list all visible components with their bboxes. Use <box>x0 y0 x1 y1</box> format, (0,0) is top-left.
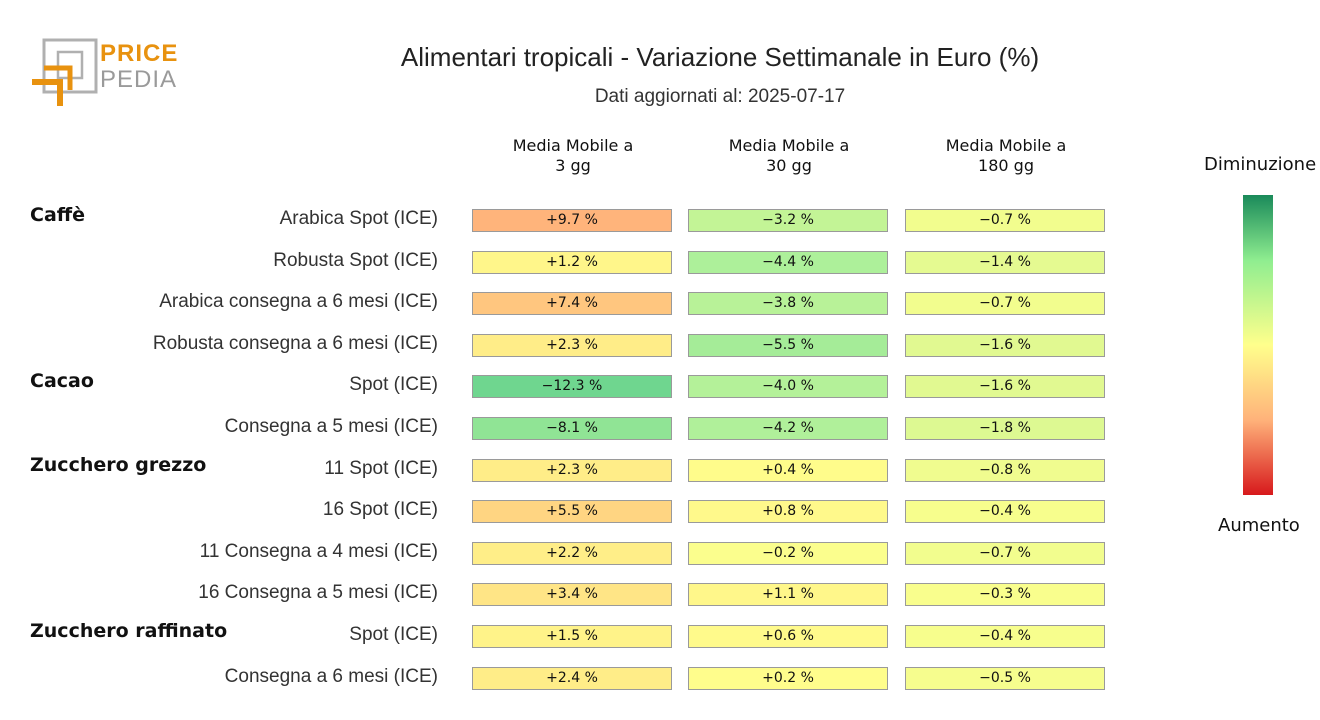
row-label: Arabica Spot (ICE) <box>279 208 438 229</box>
heatmap-cell: −0.4 % <box>905 625 1105 648</box>
heatmap-cell: +2.2 % <box>472 541 672 565</box>
row-label: 11 Consegna a 4 mesi (ICE) <box>199 540 438 562</box>
row-label: Consegna a 6 mesi (ICE) <box>224 665 438 687</box>
column-header-2: Media Mobile a 30 gg <box>728 136 850 175</box>
group-label: Caffè <box>30 204 86 226</box>
row-label: 16 Spot (ICE) <box>322 499 438 521</box>
logo-text-pedia: PEDIA <box>100 66 178 93</box>
row-label: 11 Spot (ICE) <box>324 457 438 479</box>
heatmap-cell: −3.8 % <box>688 292 888 316</box>
row-label: 16 Consegna a 5 mesi (ICE) <box>198 582 438 604</box>
heatmap-cell: −0.7 % <box>905 209 1105 232</box>
heatmap-cell: −4.2 % <box>688 417 888 440</box>
heatmap-cell: −0.7 % <box>905 292 1105 316</box>
heatmap-cell: −0.5 % <box>905 666 1105 690</box>
color-scale-legend <box>1243 195 1273 495</box>
heatmap-cell: −0.2 % <box>688 541 888 565</box>
group-label: Cacao <box>30 370 94 393</box>
row-label: Arabica consegna a 6 mesi (ICE) <box>159 291 438 313</box>
heatmap-cell: −0.3 % <box>905 583 1105 607</box>
column-header-1: Media Mobile a 3 gg <box>512 136 634 175</box>
group-label: Zucchero grezzo <box>30 453 207 476</box>
heatmap-cell: +9.7 % <box>472 209 672 232</box>
chart-subtitle: Dati aggiornati al: 2025-07-17 <box>594 86 846 107</box>
heatmap-cell: −3.2 % <box>688 209 888 232</box>
heatmap-cell: +0.8 % <box>688 500 888 524</box>
heatmap-cell: −5.5 % <box>688 333 888 357</box>
heatmap-cell: −0.7 % <box>905 541 1105 565</box>
heatmap-cell: −0.4 % <box>905 500 1105 524</box>
heatmap-cell: −1.8 % <box>905 417 1105 440</box>
heatmap-cell: +1.5 % <box>472 625 672 648</box>
heatmap-cell: −1.6 % <box>905 333 1105 357</box>
heatmap-cell: +1.1 % <box>688 583 888 607</box>
heatmap-cell: +0.2 % <box>688 666 888 690</box>
heatmap-cell: +5.5 % <box>472 500 672 524</box>
heatmap-cell: −1.6 % <box>905 375 1105 399</box>
chart-title: Alimentari tropicali - Variazione Settim… <box>400 42 1040 72</box>
pricepedia-logo <box>32 38 98 106</box>
group-label: Zucchero raffinato <box>30 620 228 642</box>
heatmap-cell: −0.8 % <box>905 458 1105 482</box>
row-label: Robusta consegna a 6 mesi (ICE) <box>152 332 438 354</box>
logo-corner-orange-2 <box>44 65 73 90</box>
heatmap-cell: +3.4 % <box>472 583 672 607</box>
heatmap-cell: −1.4 % <box>905 250 1105 274</box>
row-label: Spot (ICE) <box>349 624 438 645</box>
heatmap-cell: +1.2 % <box>472 250 672 274</box>
heatmap-cell: +2.3 % <box>472 333 672 357</box>
heatmap-cell: +7.4 % <box>472 292 672 316</box>
row-label: Spot (ICE) <box>349 374 438 396</box>
logo-frame-gray <box>42 38 98 94</box>
legend-bottom-label: Aumento <box>1218 515 1300 536</box>
heatmap-cell: −8.1 % <box>472 417 672 440</box>
row-label: Consegna a 5 mesi (ICE) <box>224 416 438 437</box>
logo-corner-orange <box>32 79 63 106</box>
logo-text-price: PRICE <box>100 40 179 67</box>
heatmap-cell: +0.6 % <box>688 625 888 648</box>
column-header-3: Media Mobile a 180 gg <box>945 136 1067 175</box>
heatmap-cell: +0.4 % <box>688 458 888 482</box>
row-label: Robusta Spot (ICE) <box>273 249 438 271</box>
heatmap-cell: +2.4 % <box>472 666 672 690</box>
heatmap-cell: −12.3 % <box>472 375 672 399</box>
heatmap-cell: −4.4 % <box>688 250 888 274</box>
legend-top-label: Diminuzione <box>1204 154 1317 175</box>
heatmap-cell: +2.3 % <box>472 458 672 482</box>
heatmap-cell: −4.0 % <box>688 375 888 399</box>
